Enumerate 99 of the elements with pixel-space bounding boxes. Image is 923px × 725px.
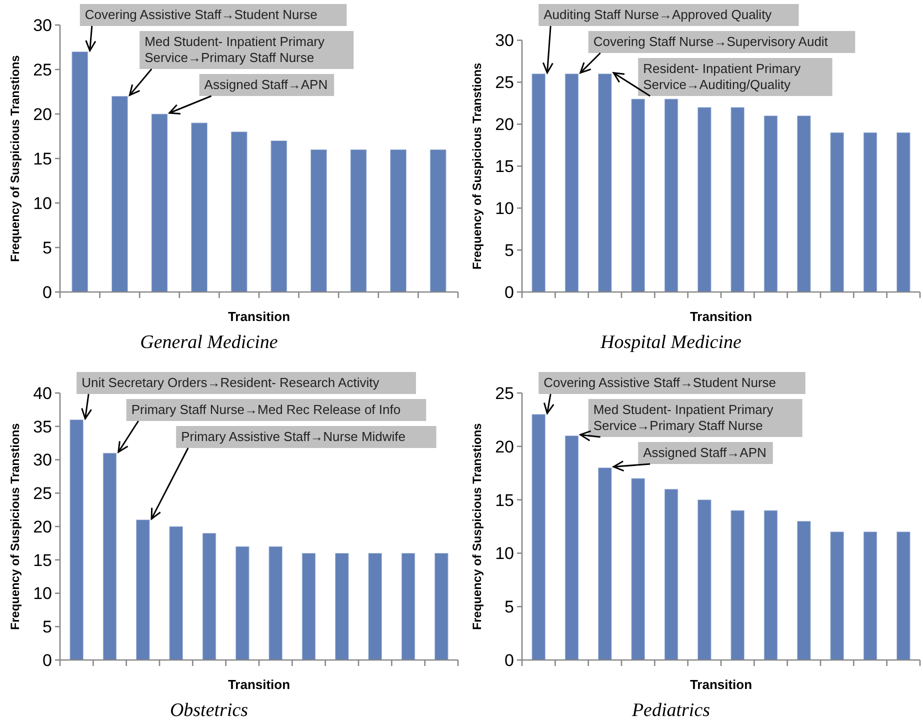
text: General Medicine	[140, 332, 278, 353]
bar	[896, 132, 910, 292]
bar	[830, 532, 844, 660]
y-tick-label: 25	[495, 384, 514, 403]
y-tick-label: 0	[504, 650, 514, 670]
y-tick-label: 5	[504, 598, 514, 617]
y-tick-label: 15	[33, 550, 52, 570]
bar	[335, 552, 349, 660]
bar	[230, 132, 248, 292]
y-tick-label: 5	[504, 240, 514, 260]
y-tick-label: 10	[495, 199, 514, 218]
y-tick-label: 0	[42, 650, 52, 670]
y-tick-label: 0	[42, 282, 52, 302]
text: Unit Secretary Orders→Resident- Research Activity	[82, 375, 380, 390]
bar	[236, 546, 250, 660]
bar	[564, 435, 579, 660]
y-tick-label: 25	[495, 73, 514, 92]
bar	[191, 122, 208, 292]
y-tick-label: 25	[33, 60, 52, 80]
x-axis-title: Transition	[690, 677, 752, 692]
annotation: Primary Assistive Staff→Nurse Midwife	[181, 429, 406, 444]
bar	[830, 132, 844, 292]
bar	[598, 74, 612, 292]
bar	[797, 520, 811, 660]
bar	[730, 510, 744, 660]
text: Covering Assistive Staff→Student Nurse	[544, 375, 776, 390]
y-tick-label: 10	[33, 584, 52, 604]
bar	[598, 468, 612, 660]
bar	[151, 114, 168, 292]
x-axis-title: Transition	[228, 309, 290, 324]
bar	[532, 414, 546, 660]
bar	[390, 149, 407, 292]
y-tick-label: 10	[495, 544, 514, 564]
bar	[631, 478, 645, 660]
y-tick-label: 40	[33, 384, 52, 403]
y-tick-label: 5	[42, 618, 52, 637]
y-tick-label: 30	[33, 450, 52, 470]
annotation: Assigned Staff→APN	[643, 445, 766, 460]
text: Obstetrics	[170, 700, 248, 721]
y-tick-label: 20	[33, 517, 52, 536]
bar	[863, 532, 878, 660]
annotation: Resident- Inpatient Primary Service→Auditing/Quality	[643, 61, 802, 92]
bar	[698, 500, 712, 660]
bar	[532, 74, 546, 292]
bar	[631, 98, 645, 292]
bar	[72, 51, 88, 292]
y-tick-label: 35	[33, 417, 52, 436]
bar	[664, 98, 678, 292]
bar	[401, 552, 416, 660]
y-tick-label: 0	[504, 282, 514, 302]
bar	[764, 116, 778, 292]
annotation: Covering Staff Nurse→Supervisory Audit	[593, 34, 828, 49]
y-axis-title: Frequency of Suspicious Transtions	[8, 54, 22, 262]
bar	[169, 526, 183, 660]
bar	[102, 452, 117, 660]
bar	[434, 552, 448, 660]
bar	[730, 107, 744, 292]
y-tick-label: 20	[495, 115, 514, 134]
x-axis-title: Transition	[228, 677, 290, 692]
bar	[310, 149, 327, 292]
bar	[430, 149, 446, 292]
bar	[797, 116, 811, 292]
bar	[268, 546, 282, 660]
bar	[350, 149, 367, 292]
y-tick-label: 15	[33, 149, 52, 168]
text: Auditing Staff Nurse→Approved Quality	[544, 7, 772, 22]
annotation: Med Student- Inpatient Primary Service→Primary Staff Nurse	[144, 34, 326, 65]
annotation: Assigned Staff→APN	[204, 77, 328, 92]
y-axis-title: Frequency of Suspicious Transtions	[470, 422, 484, 630]
annotation: Primary Staff Nurse→Med Rec Release of Info	[131, 402, 401, 417]
y-tick-label: 5	[42, 238, 52, 258]
bar	[896, 532, 910, 660]
bar	[664, 488, 678, 660]
bar	[111, 96, 128, 292]
text: Covering Assistive Staff→Student Nurse	[84, 7, 318, 22]
y-axis-title: Frequency of Suspicious Transtions	[470, 62, 484, 270]
y-axis-title: Frequency of Suspicious Transtions	[8, 422, 22, 630]
bar	[136, 520, 150, 660]
bar	[70, 419, 84, 660]
y-tick-label: 30	[495, 31, 514, 50]
y-tick-label: 15	[495, 157, 514, 176]
bar	[302, 552, 316, 660]
x-axis-title: Transition	[690, 309, 752, 324]
y-tick-label: 20	[495, 437, 514, 456]
text: Pediatrics	[630, 700, 710, 721]
annotation: Med Student- Inpatient Primary Service→Primary Staff Nurse	[593, 402, 774, 433]
bar	[202, 532, 216, 660]
bar	[270, 140, 288, 292]
y-tick-label: 15	[495, 490, 514, 510]
y-tick-label: 20	[33, 104, 52, 124]
bar	[863, 132, 878, 292]
text: Hospital Medicine	[600, 332, 742, 353]
y-tick-label: 25	[33, 484, 52, 504]
bar	[368, 552, 382, 660]
y-tick-label: 10	[33, 194, 52, 213]
bar	[698, 107, 712, 292]
bar	[564, 74, 579, 292]
y-tick-label: 30	[33, 16, 52, 35]
bar	[764, 510, 778, 660]
